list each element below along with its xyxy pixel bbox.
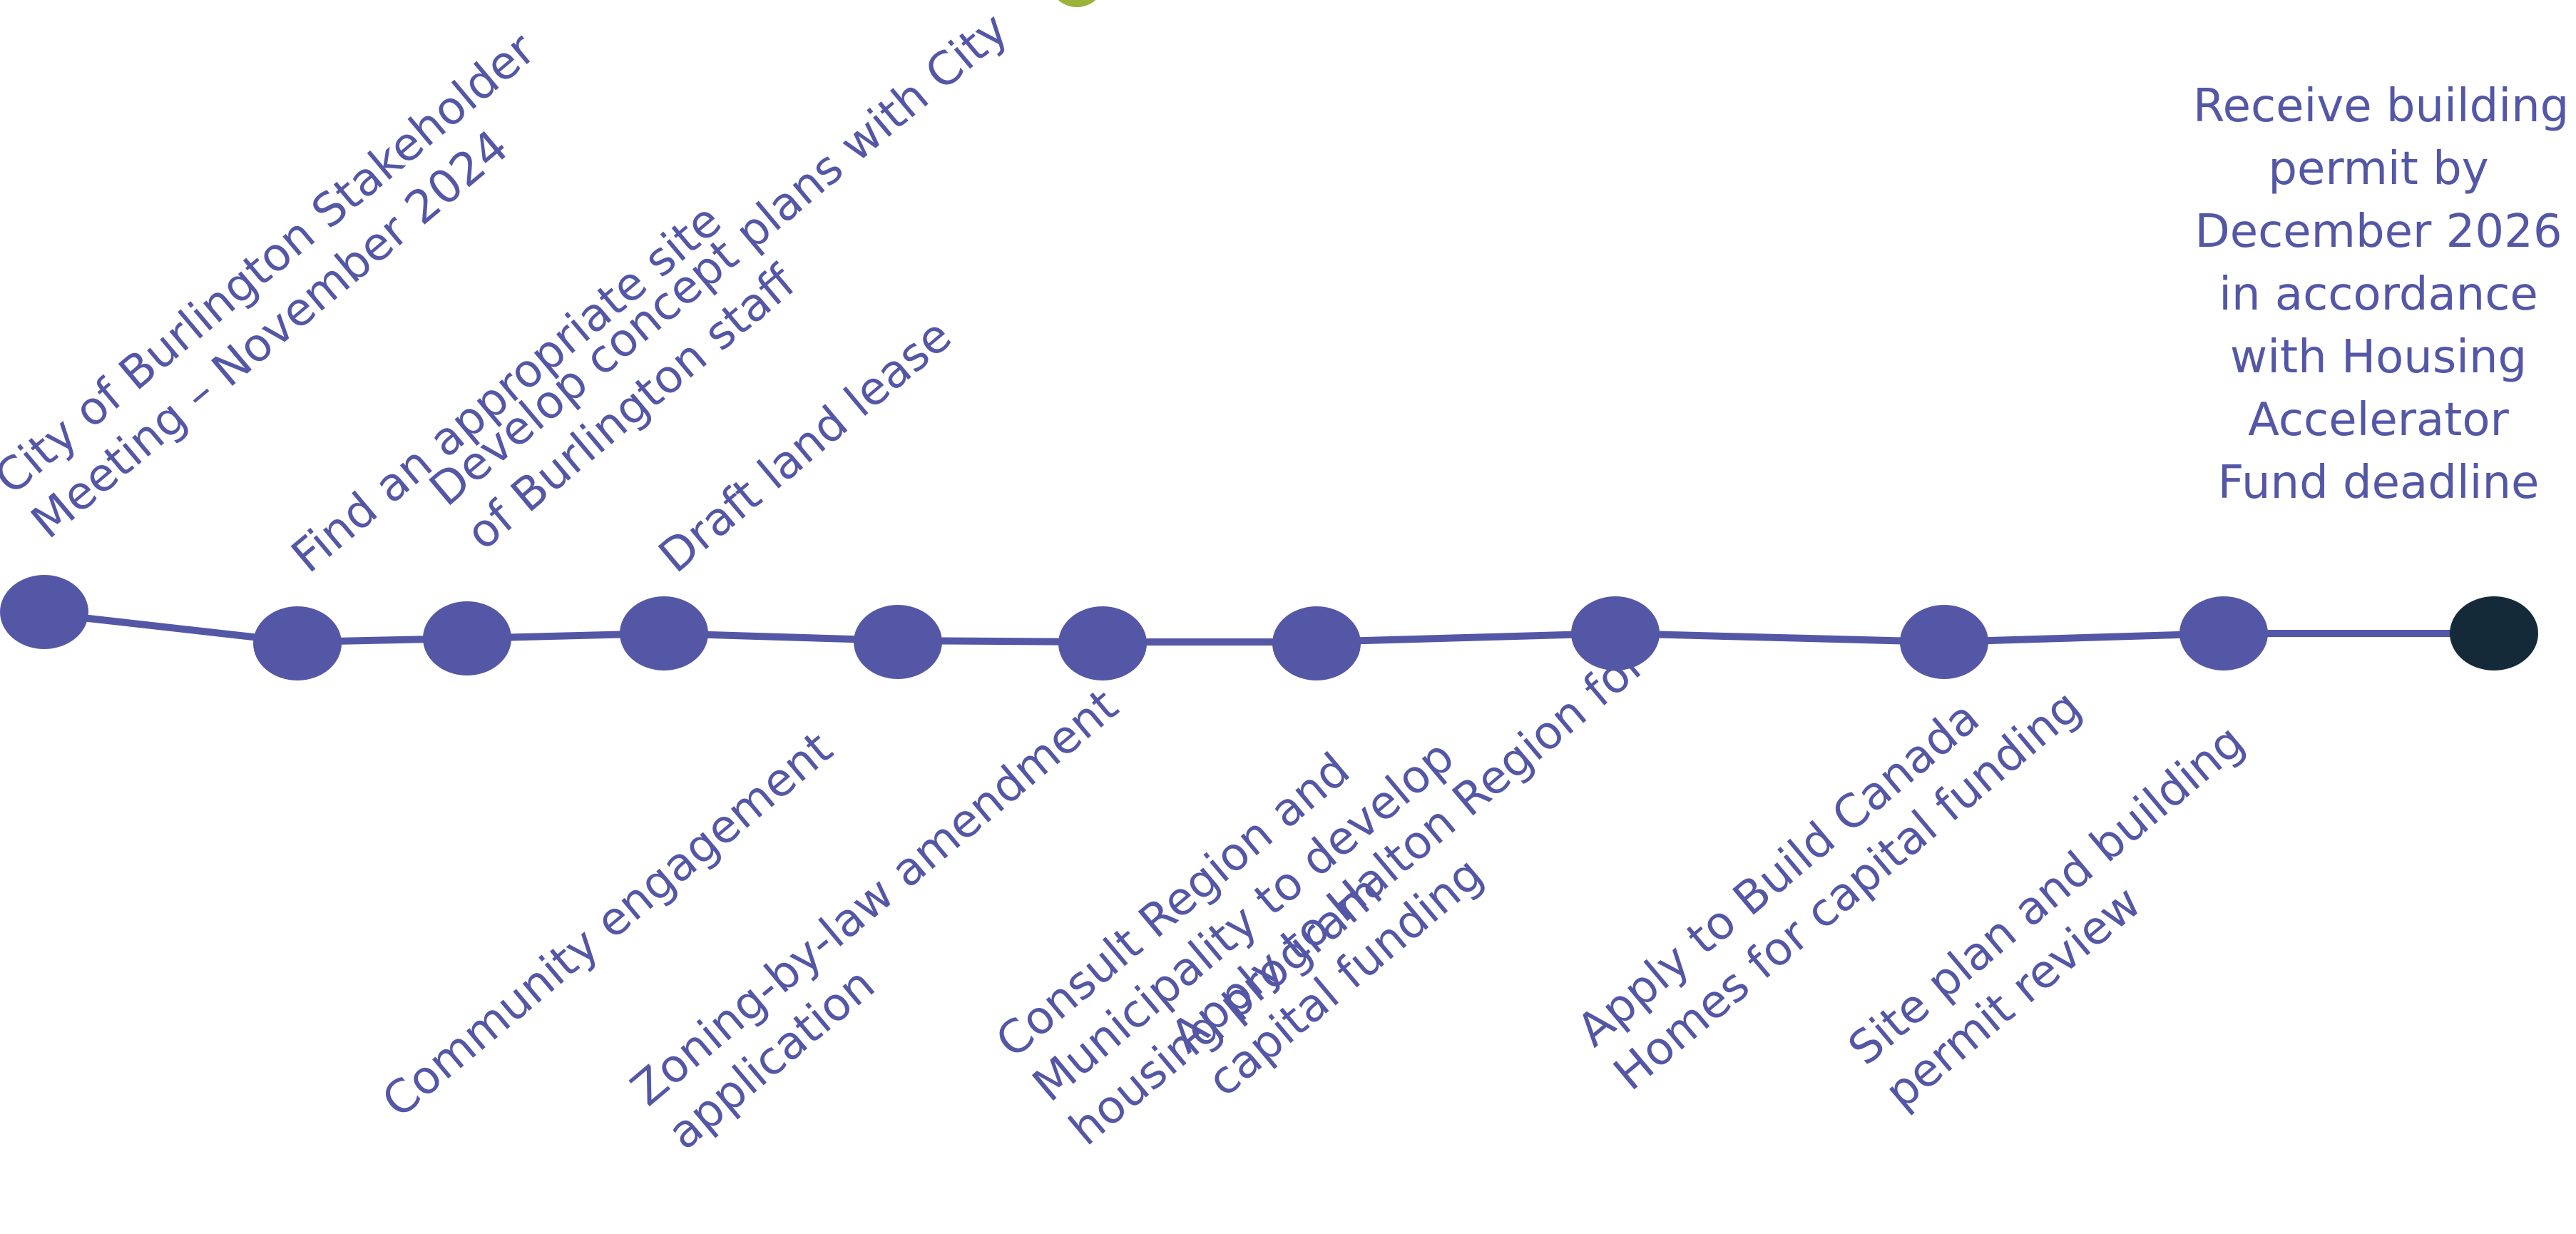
final-milestone-node [2450, 596, 2538, 670]
timeline-nodes [0, 575, 2538, 680]
milestone-node [620, 596, 708, 670]
milestone-node [423, 601, 511, 675]
milestone-node [0, 575, 88, 649]
decorative-arc [1048, 0, 1105, 7]
milestone-node [1058, 606, 1147, 680]
milestone-node [2179, 596, 2268, 670]
milestone-node [854, 605, 942, 679]
milestone-node [1272, 606, 1361, 680]
milestone-node [1571, 596, 1660, 670]
final-milestone-label: Receive building permit by December 2026… [2193, 80, 2570, 509]
timeline-line [44, 610, 2494, 646]
milestone-node [1900, 605, 1988, 679]
milestone-node [253, 606, 342, 680]
